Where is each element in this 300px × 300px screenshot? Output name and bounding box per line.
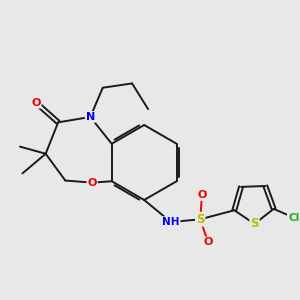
Text: N: N xyxy=(86,112,95,122)
Text: O: O xyxy=(203,238,213,248)
Text: O: O xyxy=(32,98,41,108)
Text: O: O xyxy=(87,178,97,188)
Text: Cl: Cl xyxy=(289,213,300,223)
Text: S: S xyxy=(196,213,205,226)
Text: S: S xyxy=(250,218,259,230)
Text: NH: NH xyxy=(162,217,180,227)
Text: O: O xyxy=(197,190,207,200)
